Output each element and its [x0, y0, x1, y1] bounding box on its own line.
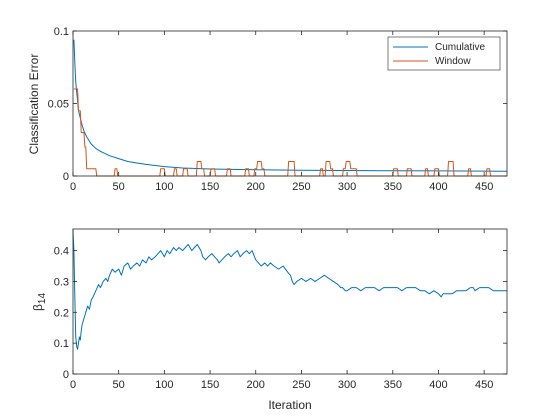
- bottom-ytick-label: 0.2: [54, 307, 69, 319]
- bottom-xlabel: Iteration: [268, 398, 311, 412]
- legend-label-cumulative: Cumulative: [435, 42, 485, 53]
- top-series-group: [73, 39, 508, 177]
- bottom-series-0-line: [72, 232, 507, 350]
- top-xtick-label: 200: [247, 181, 265, 193]
- top-ticks-group: 0 50 100 150 200 250 300 350 400 450 0 0.05 0.1: [48, 26, 507, 193]
- bottom-ytick-label: 0.4: [54, 246, 69, 258]
- bottom-xtick-label: 250: [292, 379, 310, 391]
- top-xtick-label: 250: [292, 181, 310, 193]
- bottom-xtick-label: 450: [475, 379, 493, 391]
- bottom-ticks-group: 0 50 100 150 200 250 300 350 400 450 0 0.1 0.2 0.3 0.4: [54, 229, 507, 391]
- top-subplot: 0 50 100 150 200 250 300 350 400 450 0 0.05 0.1 Clas…: [27, 26, 508, 193]
- top-xtick-label: 400: [429, 181, 447, 193]
- bottom-ytick-label: 0.3: [54, 276, 69, 288]
- bottom-xtick-label: 350: [384, 379, 402, 391]
- bottom-xtick-label: 400: [429, 379, 447, 391]
- bottom-plot-area: [73, 229, 507, 374]
- bottom-xtick-label: 200: [247, 379, 265, 391]
- top-ytick-label: 0: [63, 171, 69, 183]
- top-xtick-label: 50: [113, 181, 125, 193]
- bottom-ylabel: β14: [31, 293, 48, 311]
- bottom-ytick-label: 0.1: [54, 338, 69, 350]
- bottom-ylabel-symbol: β: [31, 304, 45, 311]
- bottom-ytick-label: 0: [63, 369, 69, 381]
- bottom-xtick-label: 150: [201, 379, 219, 391]
- top-xtick-label: 150: [201, 181, 219, 193]
- bottom-xtick-label: 50: [113, 379, 125, 391]
- top-xtick-label: 450: [475, 181, 493, 193]
- top-ylabel: Classification Error: [27, 54, 41, 155]
- legend-box: [387, 36, 501, 71]
- legend-label-window: Window: [435, 56, 471, 67]
- bottom-ylabel-subscript: 14: [37, 293, 48, 305]
- top-xtick-label: 100: [155, 181, 173, 193]
- top-ytick-label: 0.1: [54, 26, 69, 38]
- bottom-axes-box: [72, 228, 508, 375]
- top-xtick-label: 300: [338, 181, 356, 193]
- top-series-window-line: [73, 88, 507, 177]
- top-xtick-label: 0: [70, 181, 76, 193]
- bottom-xtick-label: 100: [155, 379, 173, 391]
- top-xtick-label: 350: [384, 181, 402, 193]
- top-ytick-label: 0.05: [48, 99, 69, 111]
- bottom-xtick-label: 0: [70, 379, 76, 391]
- bottom-series-group: [72, 232, 507, 350]
- bottom-subplot: 0 50 100 150 200 250 300 350 400 450 0 0.1 0.2 0.3 0.4…: [31, 228, 508, 412]
- legend: Cumulative Window: [387, 36, 501, 71]
- bottom-xtick-label: 300: [338, 379, 356, 391]
